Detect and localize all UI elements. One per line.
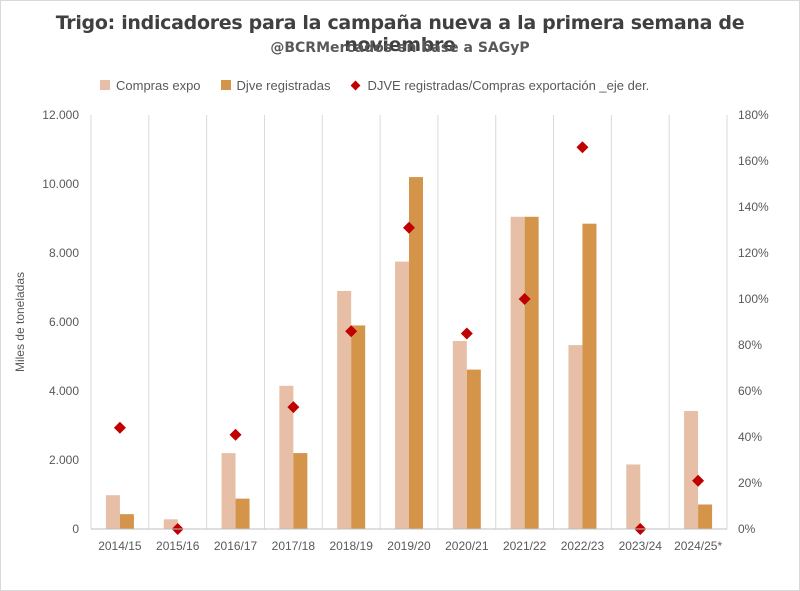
y-right-tick-label: 40% — [738, 430, 762, 444]
point-ratio — [229, 428, 242, 441]
bar-djve-registradas — [293, 453, 308, 529]
y-right-tick-label: 80% — [738, 338, 762, 352]
bar-djve-registradas — [409, 177, 423, 529]
bar-compras-expo — [221, 453, 236, 529]
bar-djve-registradas — [698, 504, 713, 529]
chart-title: Trigo: indicadores para la campaña nueva… — [55, 12, 745, 56]
bar-djve-registradas — [119, 514, 134, 529]
x-tick-label: 2018/19 — [329, 539, 373, 553]
x-tick-label: 2020/21 — [445, 539, 489, 553]
bars-layer — [105, 177, 713, 530]
bar-djve-registradas — [524, 216, 539, 529]
y-left-tick-label: 8.000 — [49, 246, 79, 260]
bar-compras-expo — [279, 385, 294, 529]
legend-label-ratio: DJVE registradas/Compras exportación _ej… — [367, 77, 650, 93]
legend-label-compras: Compras expo — [116, 77, 201, 93]
y-left-tick-label: 10.000 — [42, 177, 79, 191]
x-tick-label: 2014/15 — [98, 539, 142, 553]
bar-compras-expo — [626, 464, 641, 529]
x-tick-label: 2015/16 — [156, 539, 200, 553]
point-ratio — [345, 325, 358, 338]
bar-compras-expo — [337, 290, 352, 529]
y-left-tick-label: 6.000 — [49, 315, 79, 329]
legend-swatch-compras — [100, 80, 110, 90]
grid-lines — [90, 115, 728, 529]
y-right-tick-label: 120% — [738, 246, 769, 260]
y-right-tick-label: 60% — [738, 384, 762, 398]
legend-label-djve: Djve registradas — [236, 77, 331, 93]
x-tick-label: 2024/25* — [674, 539, 722, 553]
bar-compras-expo — [510, 216, 525, 529]
y-right-tick-label: 160% — [738, 154, 769, 168]
y-right-tick-label: 20% — [738, 476, 762, 490]
x-tick-label: 2019/20 — [387, 539, 431, 553]
y-left-tick-label: 4.000 — [49, 384, 79, 398]
legend-item-djve: Djve registradas — [220, 77, 331, 93]
bar-compras-expo — [395, 261, 409, 529]
bar-djve-registradas — [351, 325, 366, 529]
legend-item-compras: Compras expo — [100, 78, 201, 93]
point-ratio — [287, 401, 300, 414]
bar-compras-expo — [163, 519, 178, 529]
x-tick-label: 2016/17 — [214, 539, 258, 553]
x-tick-label: 2023/24 — [619, 539, 663, 553]
points-layer — [113, 141, 705, 535]
bar-djve-registradas — [582, 223, 597, 530]
y-right-tick-label: 140% — [738, 200, 769, 214]
bar-djve-registradas — [235, 498, 250, 529]
point-ratio — [460, 327, 473, 340]
bar-compras-expo — [105, 495, 120, 529]
x-tick-label: 2021/22 — [503, 539, 547, 553]
axes-layer: 0 2.000 4.000 6.000 8.000 10.000 12.000 0% 20% 40… — [42, 108, 769, 553]
y-right-tick-label: 100% — [738, 292, 769, 306]
chart-subtitle: @BCRMercados en base a SAGyP — [270, 40, 530, 56]
legend-item-ratio: DJVE registradas/Compras exportación _ej… — [350, 78, 649, 93]
bar-compras-expo — [568, 345, 583, 529]
y-left-tick-label: 0 — [72, 522, 79, 536]
point-ratio — [518, 293, 531, 305]
point-ratio — [576, 141, 589, 154]
y-axis-title: Miles de toneladas — [13, 272, 27, 372]
y-right-tick-label: 180% — [738, 108, 769, 122]
y-left-tick-label: 2.000 — [49, 453, 79, 467]
y-right-tick-label: 0% — [738, 522, 756, 536]
point-ratio — [113, 421, 126, 434]
x-tick-label: 2022/23 — [561, 539, 605, 553]
point-ratio — [692, 474, 705, 487]
bar-djve-registradas — [466, 369, 481, 529]
point-ratio — [403, 221, 415, 234]
bar-compras-expo — [452, 340, 467, 529]
chart-legend: Compras expo Djve registradas DJVE regis… — [100, 76, 669, 94]
legend-swatch-djve — [220, 80, 231, 90]
x-tick-label: 2017/18 — [272, 539, 316, 553]
y-left-tick-label: 12.000 — [42, 108, 79, 122]
bar-compras-expo — [684, 411, 699, 529]
